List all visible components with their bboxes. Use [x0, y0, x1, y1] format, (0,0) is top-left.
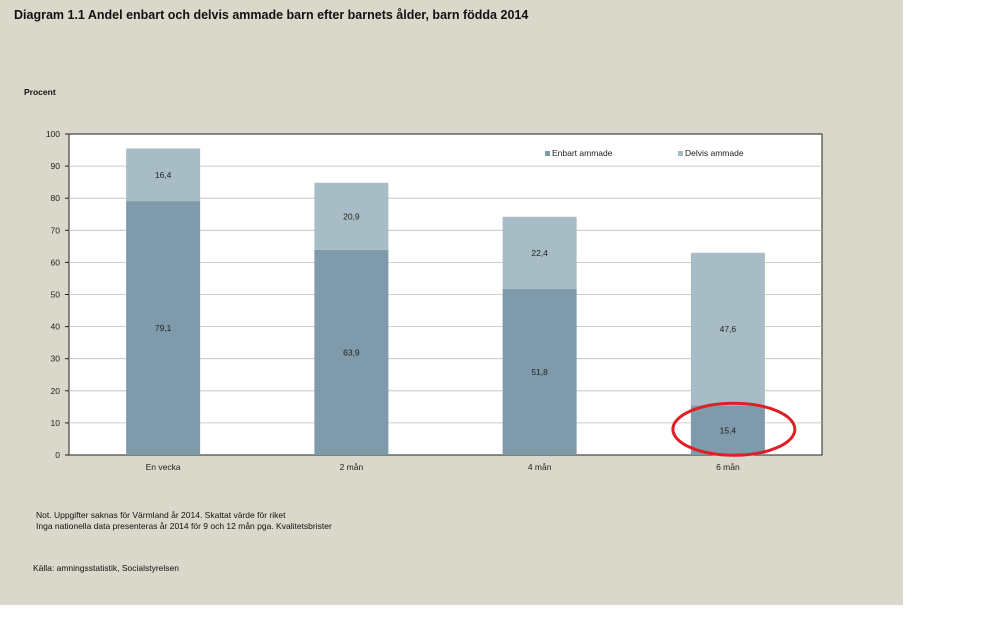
- data-label: 51,8: [531, 367, 548, 377]
- chart-notes: Not. Uppgifter saknas för Värmland år 20…: [36, 510, 332, 532]
- bar-segment: [314, 182, 389, 250]
- y-tick-label: 30: [51, 354, 61, 364]
- legend-swatch: [678, 151, 683, 156]
- y-tick-label: 60: [51, 257, 61, 267]
- annotations: [671, 401, 797, 457]
- bar-segment: [314, 249, 389, 455]
- data-label: 47,6: [720, 324, 737, 334]
- chart-source: Källa: amningsstatistik, Socialstyrelsen: [33, 563, 179, 573]
- note-line: Inga nationella data presenteras år 2014…: [36, 521, 332, 531]
- y-axis-ticks: 0 10 20 30 40 50 60 70 80 90 100: [46, 129, 69, 460]
- highlight-ellipse: [671, 401, 797, 457]
- bar-segment: [126, 201, 201, 455]
- y-tick-label: 10: [51, 418, 61, 428]
- y-tick-label: 70: [51, 225, 61, 235]
- data-label: 63,9: [343, 347, 360, 357]
- legend-label: Enbart ammade: [552, 148, 613, 158]
- y-tick-label: 50: [51, 290, 61, 300]
- data-label: 79,1: [155, 323, 172, 333]
- x-tick-label: 4 mån: [528, 462, 552, 472]
- chart-title: Diagram 1.1 Andel enbart och delvis amma…: [14, 8, 529, 22]
- legend: Enbart ammade Delvis ammade: [545, 148, 744, 158]
- x-tick-label: 2 mån: [340, 462, 364, 472]
- x-tick-label: En vecka: [146, 462, 181, 472]
- bar-segment: [502, 288, 577, 455]
- y-tick-label: 80: [51, 193, 61, 203]
- note-line: Not. Uppgifter saknas för Värmland år 20…: [36, 510, 286, 520]
- x-axis-ticks: En vecka 2 mån 4 mån 6 mån: [146, 462, 740, 472]
- bar-segment: [126, 148, 201, 202]
- bar-segment: [502, 216, 577, 289]
- y-tick-label: 20: [51, 386, 61, 396]
- y-tick-label: 100: [46, 129, 60, 139]
- data-label: 16,4: [155, 170, 172, 180]
- data-label: 15,4: [720, 425, 737, 435]
- bars: 79,1 16,4 63,9 20,9 51,8 22,4 15,4 47,6: [126, 148, 765, 455]
- legend-label: Delvis ammade: [685, 148, 744, 158]
- data-label: 22,4: [531, 248, 548, 258]
- data-label: 20,9: [343, 211, 360, 221]
- y-axis-label: Procent: [24, 87, 56, 97]
- y-tick-label: 90: [51, 161, 61, 171]
- bar-segment: [690, 405, 765, 455]
- legend-swatch: [545, 151, 550, 156]
- y-tick-label: 40: [51, 322, 61, 332]
- bar-segment: [690, 252, 765, 406]
- x-tick-label: 6 mån: [716, 462, 740, 472]
- y-tick-label: 0: [55, 450, 60, 460]
